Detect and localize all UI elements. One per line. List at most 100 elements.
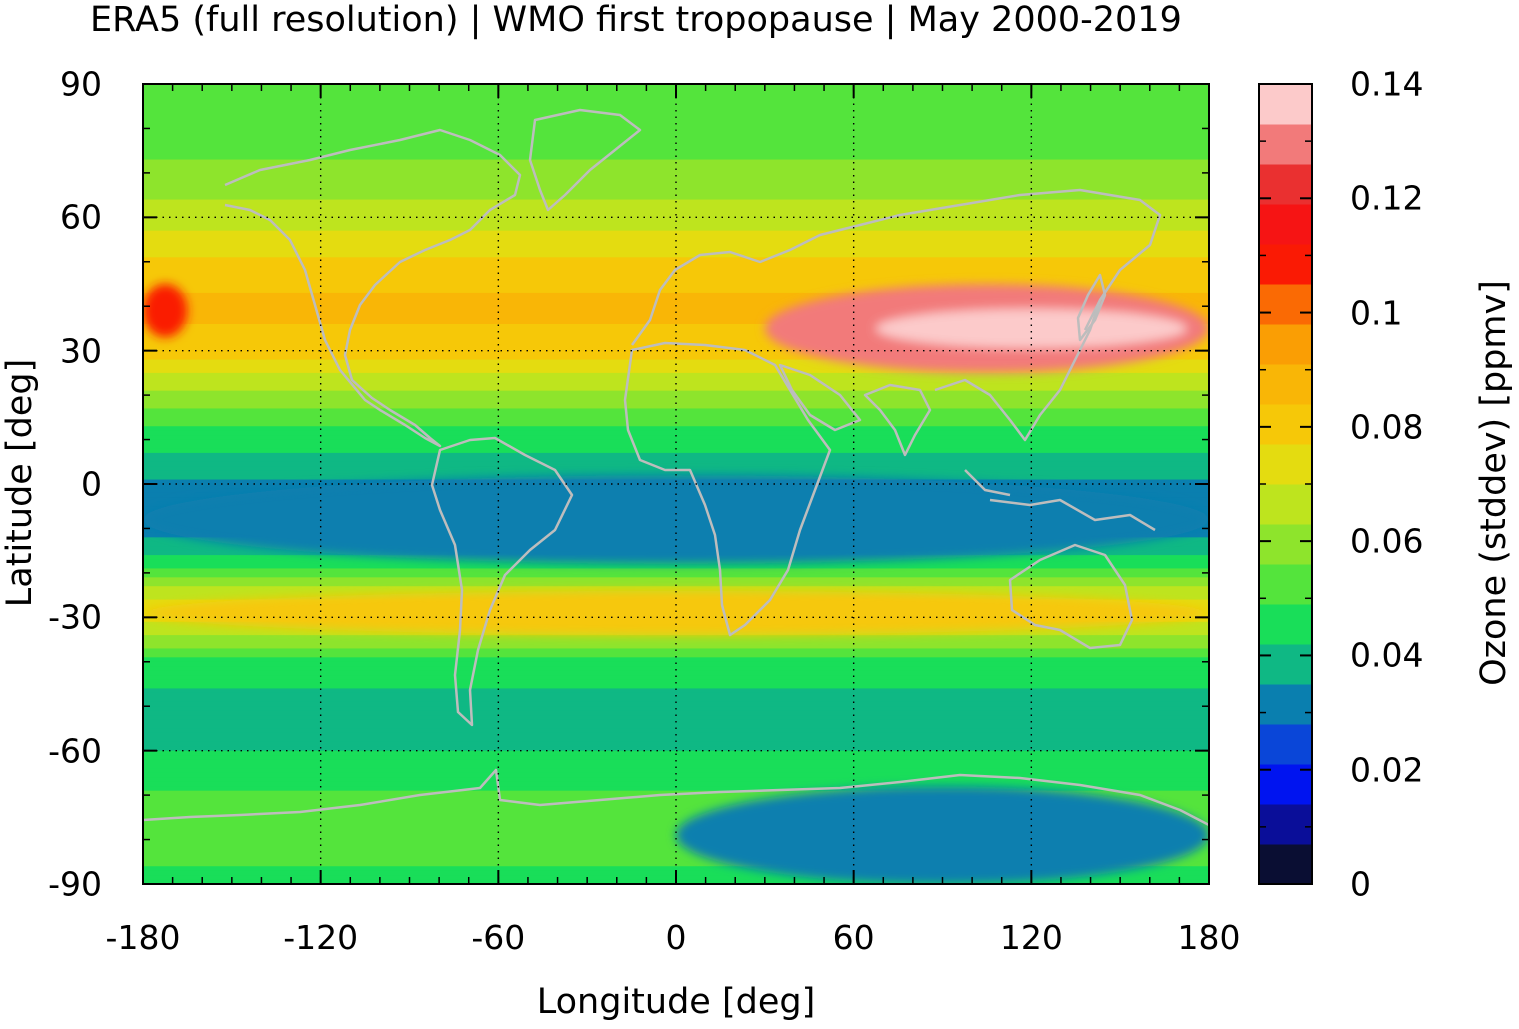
y-tick-label: -60	[48, 731, 102, 771]
zonal-band	[143, 572, 1209, 578]
grid-lines	[143, 84, 1209, 884]
colorbar-tick-label: 0.12	[1350, 178, 1424, 218]
colorbar-tick-label: 0.1	[1350, 293, 1403, 333]
zonal-band	[143, 306, 1209, 312]
chart-title: ERA5 (full resolution) | WMO first tropo…	[90, 0, 1182, 40]
x-tick-label: -60	[471, 918, 526, 957]
plot-frame	[142, 83, 1210, 885]
zonal-band	[143, 701, 1209, 707]
x-tick-label: -180	[105, 918, 181, 957]
zonal-band	[143, 106, 1209, 112]
zonal-band	[143, 444, 1209, 450]
zonal-band	[143, 835, 1209, 841]
zonal-band	[143, 350, 1209, 356]
feature-antarctic-low	[676, 786, 1209, 884]
zonal-band	[143, 319, 1209, 325]
colorbar	[1259, 84, 1312, 885]
zonal-band	[143, 204, 1209, 210]
y-tick-label: 30	[60, 331, 102, 371]
zonal-band	[143, 150, 1209, 156]
zonal-band	[143, 261, 1209, 267]
zonal-band	[143, 564, 1209, 570]
zonal-band	[143, 252, 1209, 258]
zonal-band	[143, 359, 1209, 365]
coastline-india	[863, 383, 932, 457]
zonal-band	[143, 275, 1209, 281]
coastline-maritime	[964, 469, 1156, 532]
zonal-band	[143, 310, 1209, 316]
y-tick-label: -30	[48, 597, 102, 637]
colorbar-swatch	[1259, 484, 1312, 525]
zonal-band	[143, 119, 1209, 125]
colorbar-swatch	[1259, 724, 1312, 765]
zonal-band	[143, 586, 1209, 592]
zonal-band	[143, 195, 1209, 201]
zonal-band	[143, 146, 1209, 152]
zonal-band	[143, 315, 1209, 321]
zonal-band	[143, 746, 1209, 752]
coastline-east-asia	[934, 299, 1102, 442]
zonal-band	[143, 301, 1209, 307]
zonal-band	[143, 795, 1209, 801]
zonal-band	[143, 235, 1209, 241]
zonal-band	[143, 688, 1209, 694]
zonal-band	[143, 808, 1209, 814]
feature-southern-subtropical-band	[143, 590, 1209, 636]
zonal-band	[143, 781, 1209, 787]
zonal-band	[143, 239, 1209, 245]
zonal-band	[143, 168, 1209, 174]
zonal-band	[143, 390, 1209, 396]
zonal-band	[143, 190, 1209, 196]
zonal-band	[143, 644, 1209, 650]
zonal-band	[143, 866, 1209, 872]
coastline-australia	[1008, 543, 1134, 650]
y-axis-label: Latitude [deg]	[0, 358, 40, 608]
zonal-band	[143, 395, 1209, 401]
colorbar-swatch	[1259, 284, 1312, 325]
zonal-band	[143, 750, 1209, 756]
colorbar-swatch	[1259, 804, 1312, 845]
zonal-band	[143, 372, 1209, 378]
y-tick-label: -90	[48, 864, 102, 904]
zonal-band	[143, 741, 1209, 747]
zonal-band	[143, 768, 1209, 774]
zonal-band	[143, 852, 1209, 858]
zonal-band	[143, 386, 1209, 392]
colorbar-tick-label: 0.02	[1350, 750, 1424, 790]
zonal-band	[143, 830, 1209, 836]
zonal-band	[143, 230, 1209, 236]
zonal-band	[143, 217, 1209, 223]
zonal-band	[143, 657, 1209, 663]
zonal-band	[143, 857, 1209, 863]
zonal-band	[143, 181, 1209, 187]
zonal-band	[143, 697, 1209, 703]
zonal-band	[143, 399, 1209, 405]
zonal-band	[143, 288, 1209, 294]
zonal-band	[143, 684, 1209, 690]
zonal-band	[143, 581, 1209, 587]
zonal-band	[143, 132, 1209, 138]
zonal-band	[143, 221, 1209, 227]
coastline-greenland	[528, 108, 642, 212]
zonal-band	[143, 292, 1209, 298]
zonal-band	[143, 377, 1209, 383]
zonal-band	[143, 710, 1209, 716]
zonal-band	[143, 110, 1209, 116]
colorbar-frame	[1258, 83, 1313, 885]
colorbar-swatch	[1259, 524, 1312, 565]
y-tick-label: 60	[60, 197, 102, 237]
zonal-band	[143, 568, 1209, 574]
zonal-band	[143, 652, 1209, 658]
zonal-band	[143, 799, 1209, 805]
zonal-band	[143, 412, 1209, 418]
zonal-band	[143, 364, 1209, 370]
zonal-band	[143, 421, 1209, 427]
zonal-band	[143, 346, 1209, 352]
x-tick-label: -120	[283, 918, 359, 957]
zonal-band	[143, 208, 1209, 214]
colorbar-label: Ozone (stddev) [ppmv]	[1474, 280, 1514, 686]
x-tick-label: 60	[832, 918, 875, 957]
zonal-band	[143, 408, 1209, 414]
zonal-band	[143, 97, 1209, 103]
